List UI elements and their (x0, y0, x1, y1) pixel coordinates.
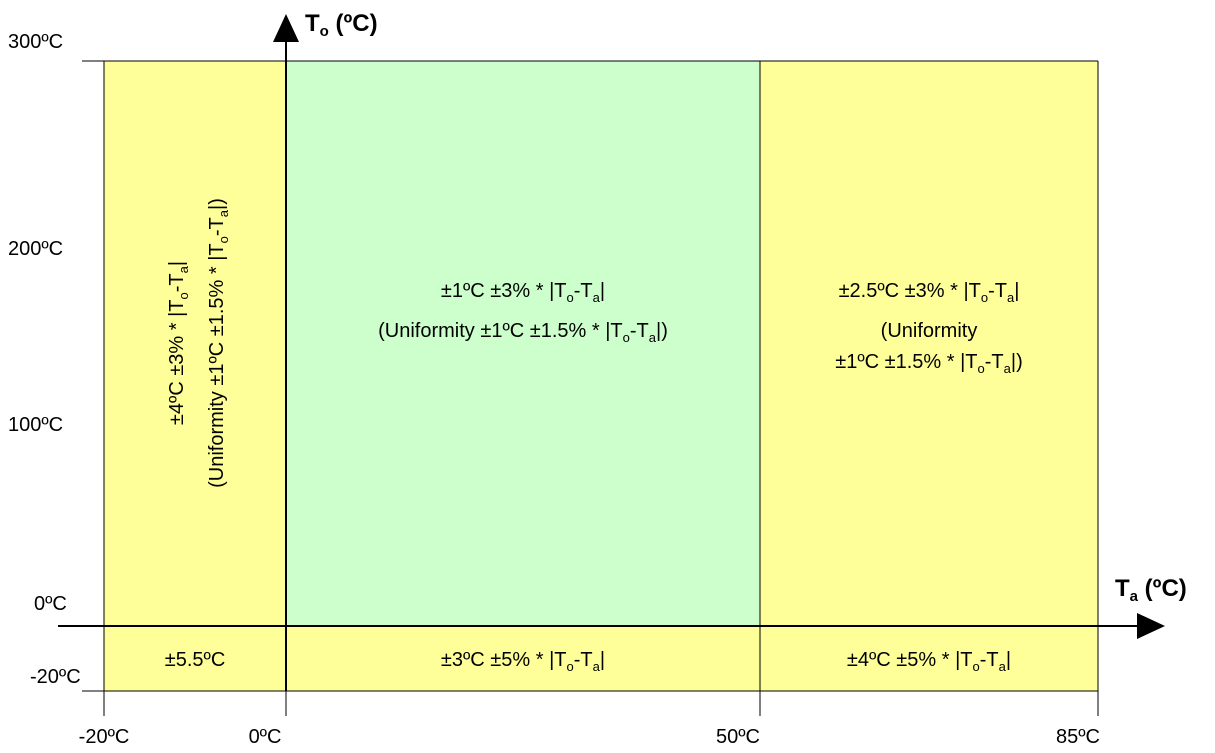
region-right-upper-line1: ±2.5ºC ±3% * |To-Ta| (839, 280, 1020, 305)
region-right-lower-label: ±4ºC ±5% * |To-Ta| (847, 649, 1011, 674)
region-right-lower (760, 626, 1098, 691)
region-right-upper-line2: (Uniformity (881, 320, 978, 342)
region-left-upper (104, 61, 286, 626)
x-tick-label: 0ºC (249, 726, 282, 748)
region-left-upper-label: ±4ºC ±3% * |To-Ta| (Uniformity ±1ºC ±1.5… (166, 198, 231, 488)
region-right-upper (760, 61, 1098, 626)
y-tick-label: -20ºC (30, 666, 81, 688)
y-tick-label: 200ºC (8, 238, 63, 260)
region-center-upper-line1: ±1ºC ±3% * |To-Ta| (441, 280, 605, 305)
region-center-upper-line2: (Uniformity ±1ºC ±1.5% * |To-Ta|) (378, 320, 668, 345)
y-axis-title: To (ºC) (305, 10, 378, 40)
x-tick-label: -20ºC (79, 726, 130, 748)
region-center-lower-label: ±3ºC ±5% * |To-Ta| (441, 649, 605, 674)
region-right-upper-line3: ±1ºC ±1.5% * |To-Ta|) (835, 351, 1023, 376)
region-left-lower-label: ±5.5ºC (165, 649, 226, 671)
region-center-lower (286, 626, 760, 691)
region-left-lower (104, 626, 286, 691)
x-tick-label: 50ºC (716, 726, 760, 748)
y-axis-arrow (273, 14, 299, 42)
y-tick-label: 100ºC (8, 414, 63, 436)
y-tick-label: 300ºC (8, 31, 63, 53)
region-center-upper (286, 61, 760, 626)
region-left-upper-line2: (Uniformity ±1ºC ±1.5% * |To-Ta|) (206, 198, 231, 488)
y-tick-label: 0ºC (34, 593, 67, 615)
x-axis-arrow (1137, 613, 1165, 639)
x-axis-title: Ta (ºC) (1115, 575, 1187, 605)
region-left-upper-line1: ±4ºC ±3% * |To-Ta| (166, 261, 191, 425)
x-tick-label: 85ºC (1056, 726, 1100, 748)
